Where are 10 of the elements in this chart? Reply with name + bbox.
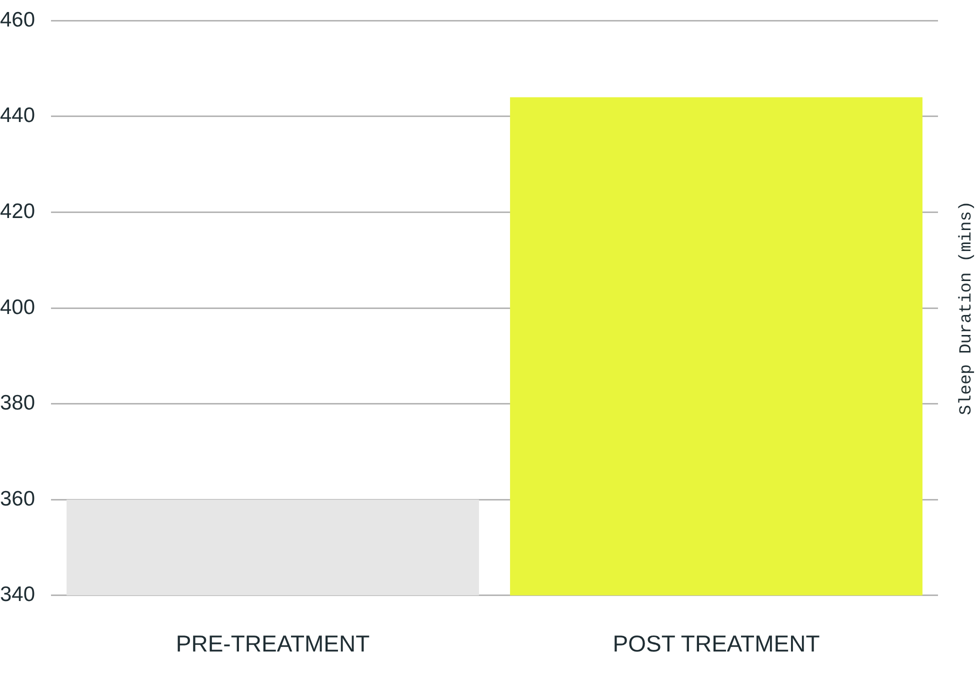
y-axis-title: Sleep Duration (mins) [958, 200, 976, 416]
y-tick-label: 360 [0, 487, 36, 510]
x-tick-label: POST TREATMENT [612, 630, 820, 657]
y-tick-label: 400 [0, 296, 36, 319]
y-tick-label: 460 [0, 8, 36, 32]
y-tick-label: 340 [0, 583, 36, 606]
y-tick-label: 440 [0, 104, 36, 128]
y-tick-label: 380 [0, 392, 36, 415]
x-tick-label: PRE-TREATMENT [176, 630, 370, 657]
y-tick-label: 420 [0, 200, 36, 223]
